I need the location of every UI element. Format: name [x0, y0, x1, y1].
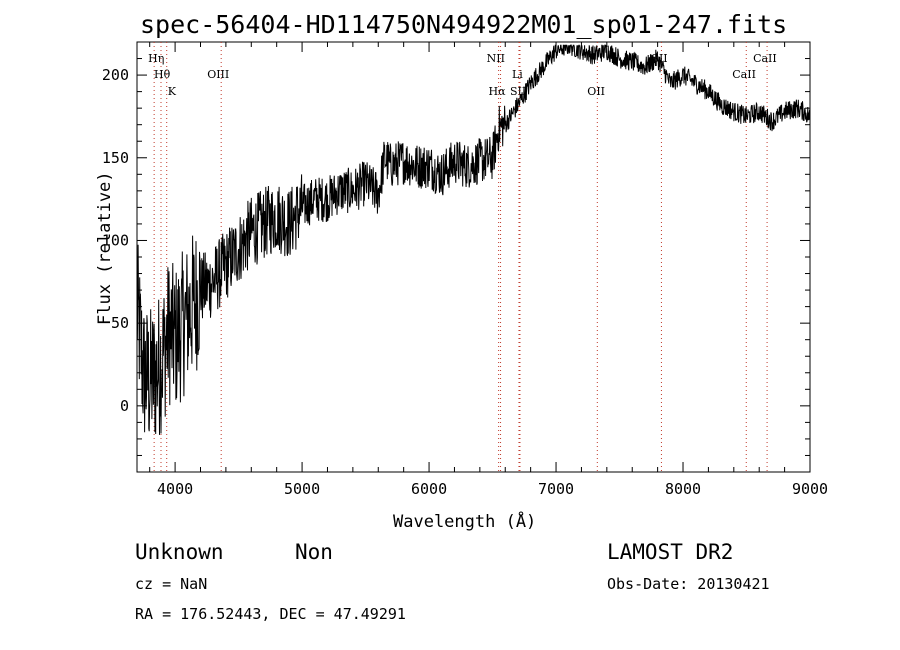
- x-tick-label: 6000: [411, 480, 447, 498]
- spectral-line-label: Li: [512, 68, 523, 81]
- spectral-line-label: K: [168, 85, 177, 98]
- x-tick-label: 7000: [538, 480, 574, 498]
- spectral-line-label: Hθ: [154, 68, 171, 81]
- spectral-line-label: NII: [487, 52, 505, 65]
- spectrum-line: [136, 44, 811, 435]
- y-tick-label: 150: [102, 149, 129, 167]
- subclass-label: Non: [295, 540, 333, 564]
- spectral-line-label: OIII: [207, 68, 229, 81]
- spectral-line-label: CaII: [732, 68, 756, 81]
- x-axis-label: Wavelength (Å): [393, 512, 537, 532]
- cz-label: cz = NaN: [135, 575, 208, 593]
- y-tick-label: 200: [102, 66, 129, 84]
- obs-date-label: Obs-Date: 20130421: [607, 575, 770, 593]
- y-tick-label: 100: [102, 231, 129, 249]
- spectral-line-label: OII: [587, 85, 605, 98]
- x-tick-label: 4000: [157, 480, 193, 498]
- spectral-line-label: Hη: [148, 52, 164, 65]
- survey-label: LAMOST DR2: [607, 540, 734, 564]
- spectral-line-label: Hα: [489, 85, 507, 98]
- x-tick-label: 5000: [284, 480, 320, 498]
- spectral-line-label: CaII: [753, 52, 777, 65]
- y-tick-label: 50: [111, 314, 129, 332]
- x-tick-label: 8000: [665, 480, 701, 498]
- y-tick-label: 0: [120, 397, 129, 415]
- class-label: Unknown: [135, 540, 224, 564]
- x-tick-label: 9000: [792, 480, 828, 498]
- y-axis-label: Flux (relative): [95, 171, 115, 325]
- coords-label: RA = 176.52443, DEC = 47.49291: [135, 605, 406, 623]
- chart-title: spec-56404-HD114750N494922M01_sp01-247.f…: [140, 10, 788, 39]
